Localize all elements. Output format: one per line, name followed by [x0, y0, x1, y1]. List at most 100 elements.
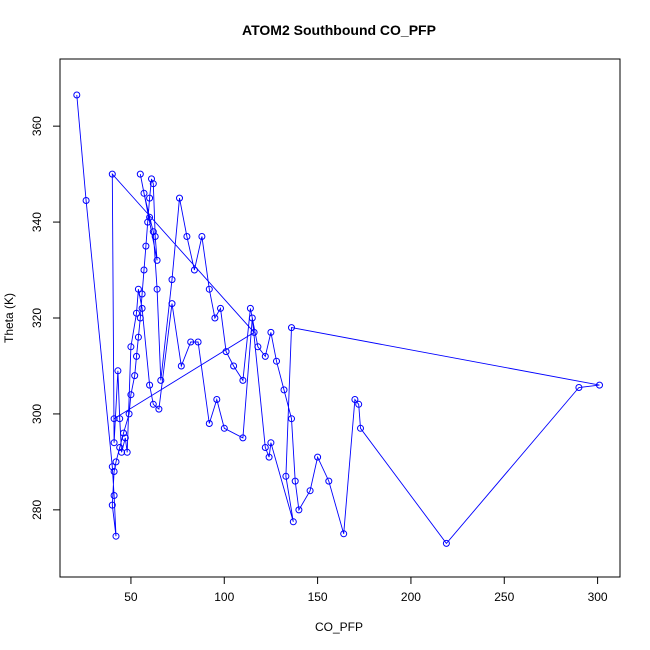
data-point — [108, 463, 116, 471]
data-point — [146, 213, 154, 221]
data-point — [110, 415, 118, 423]
data-point — [194, 338, 202, 346]
data-point — [295, 506, 303, 514]
data-point — [288, 324, 295, 332]
data-point — [205, 420, 213, 427]
data-point — [118, 448, 126, 456]
series-line — [76, 94, 600, 545]
data-point — [187, 338, 195, 346]
data-point — [273, 357, 280, 365]
data-point — [190, 266, 198, 274]
data-point — [280, 386, 288, 394]
data-point — [148, 175, 155, 183]
data-point — [134, 333, 142, 341]
data-point — [155, 405, 163, 413]
y-tick-label: 360 — [30, 116, 44, 136]
data-point — [149, 400, 157, 408]
x-tick-label: 50 — [124, 590, 138, 604]
data-point — [575, 384, 583, 391]
data-point — [596, 381, 603, 389]
x-tick-label: 100 — [214, 590, 234, 604]
data-point — [355, 400, 363, 408]
y-tick-label: 300 — [30, 404, 44, 424]
data-point — [127, 343, 135, 351]
data-point — [248, 314, 256, 322]
x-tick-label: 250 — [494, 590, 514, 604]
x-axis-label: CO_PFP — [315, 620, 363, 634]
data-point — [168, 276, 176, 284]
data-point — [136, 314, 144, 322]
data-point — [146, 194, 154, 202]
data-point — [261, 352, 269, 360]
data-point — [177, 362, 185, 370]
data-point — [136, 170, 144, 178]
data-point — [325, 477, 333, 485]
x-axis: 50 100 150 200 250 300 — [124, 576, 608, 604]
y-axis-label: Theta (K) — [2, 293, 16, 343]
data-point — [157, 376, 165, 384]
data-point — [108, 170, 116, 178]
data-point — [314, 453, 322, 461]
data-point — [291, 477, 299, 485]
data-point — [153, 256, 161, 264]
data-point — [183, 233, 191, 240]
y-tick-label: 340 — [30, 212, 44, 232]
data-point — [149, 180, 157, 188]
data-point — [211, 314, 219, 322]
data-point — [176, 194, 183, 202]
x-tick-label: 300 — [588, 590, 608, 604]
data-point — [114, 367, 122, 375]
data-point — [265, 453, 273, 461]
data-point — [267, 439, 275, 447]
data-point — [133, 352, 140, 360]
data-point — [217, 304, 224, 312]
data-point — [267, 328, 275, 336]
data-point — [289, 518, 297, 526]
data-point — [134, 285, 142, 293]
data-point — [288, 415, 295, 423]
x-tick-label: 150 — [308, 590, 328, 604]
y-tick-label: 320 — [30, 308, 44, 328]
data-point — [144, 218, 152, 226]
y-axis: 280 300 320 340 360 — [30, 116, 61, 520]
data-point — [73, 91, 81, 99]
data-point — [112, 458, 120, 466]
data-point — [357, 424, 364, 432]
data-point — [239, 434, 247, 442]
data-point — [146, 381, 154, 389]
data-point — [198, 233, 206, 240]
data-point — [140, 266, 148, 274]
data-point — [108, 501, 116, 509]
data-point — [149, 228, 157, 236]
data-point — [153, 285, 161, 293]
data-point — [116, 444, 124, 451]
data-point — [127, 391, 135, 399]
data-point — [131, 372, 139, 380]
data-point — [351, 396, 359, 403]
data-point — [120, 429, 127, 437]
y-tick-label: 280 — [30, 500, 44, 520]
data-point — [140, 189, 148, 197]
data-point — [222, 348, 230, 356]
data-series — [73, 91, 603, 547]
data-point — [205, 285, 213, 293]
data-point — [282, 472, 290, 480]
data-point — [261, 444, 269, 451]
data-point — [138, 290, 146, 298]
data-point — [250, 328, 258, 336]
data-point — [151, 233, 159, 240]
data-point — [306, 487, 314, 495]
data-point — [213, 396, 221, 403]
data-point — [82, 197, 90, 204]
plot-frame — [59, 58, 621, 578]
data-point — [220, 424, 228, 432]
data-point — [110, 439, 118, 447]
data-point — [133, 309, 140, 317]
data-point — [168, 300, 176, 308]
chart-title: ATOM2 Southbound CO_PFP — [242, 22, 436, 38]
data-point — [112, 532, 120, 540]
data-point — [121, 434, 129, 442]
data-point — [254, 343, 262, 351]
data-point — [110, 492, 118, 499]
